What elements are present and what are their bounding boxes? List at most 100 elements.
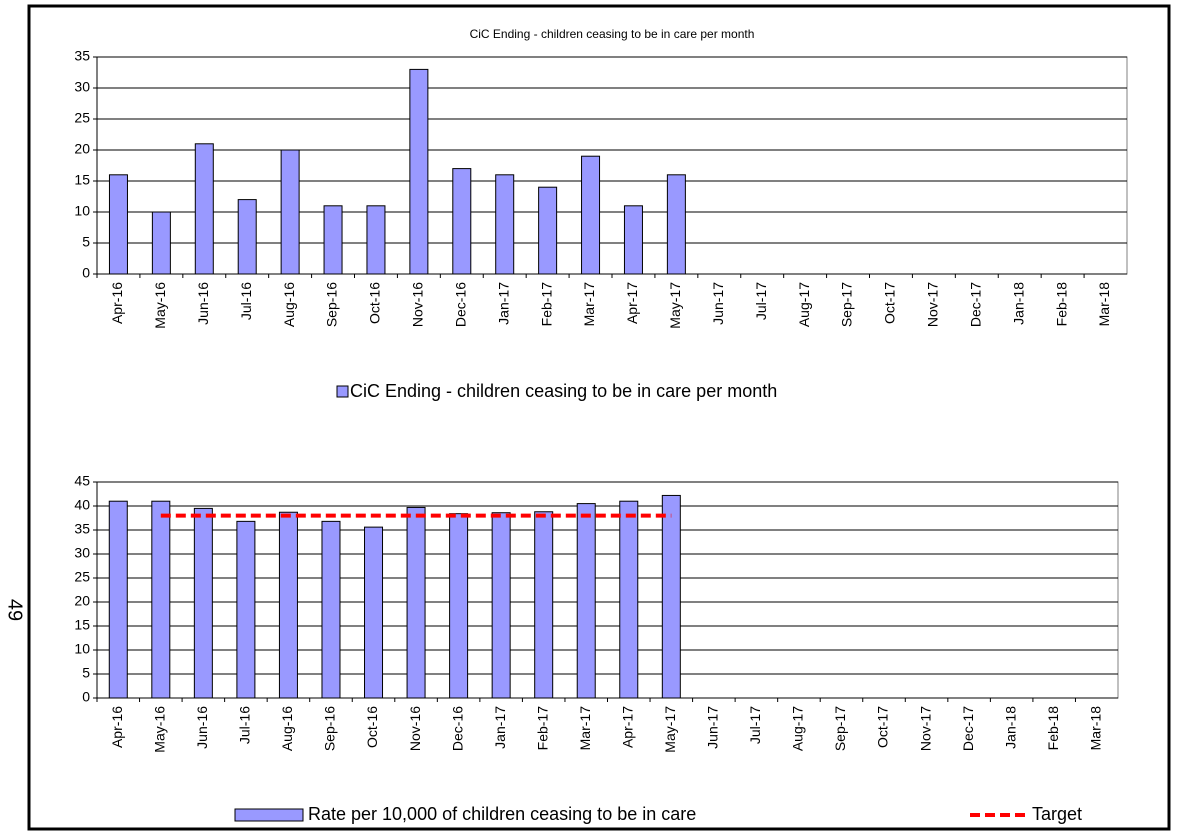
bar	[623, 205, 643, 275]
x-tick-label: Jun-16	[194, 706, 210, 749]
y-tick-label: 20	[74, 593, 90, 609]
x-tick-label: Dec-16	[452, 282, 468, 327]
x-tick-label: Sep-16	[322, 706, 338, 751]
x-tick-label: Oct-17	[882, 282, 898, 324]
bar	[236, 520, 256, 699]
plot-area	[96, 481, 1119, 699]
x-tick-label: Apr-17	[624, 282, 640, 324]
x-tick-label: Jun-17	[710, 282, 726, 325]
y-tick-label: 15	[74, 617, 90, 633]
x-tick-label: Nov-16	[407, 706, 423, 751]
x-tick-label: May-17	[667, 282, 683, 329]
bar	[409, 68, 429, 275]
bar	[576, 503, 596, 699]
x-tick-label: Jan-17	[495, 282, 511, 325]
x-tick-label: Apr-16	[109, 282, 125, 324]
y-tick-label: 30	[74, 545, 90, 561]
y-tick-label: 5	[82, 234, 90, 250]
x-tick-label: Mar-17	[577, 706, 593, 751]
legend-swatch	[234, 808, 304, 822]
y-tick-label: 15	[74, 172, 90, 188]
bar	[280, 149, 300, 275]
bar	[364, 526, 384, 699]
x-tick-label: Aug-16	[279, 706, 295, 751]
legend-label: Target	[1032, 804, 1082, 824]
bar	[406, 506, 426, 699]
plot-area	[96, 56, 1128, 275]
bar	[323, 205, 343, 275]
y-tick-label: 25	[74, 110, 90, 126]
x-tick-label: Oct-16	[367, 282, 383, 324]
y-tick-label: 35	[74, 48, 90, 64]
x-tick-label: Sep-17	[839, 282, 855, 327]
x-tick-label: Jan-17	[492, 706, 508, 749]
bar	[151, 500, 171, 699]
x-tick-label: Nov-16	[410, 282, 426, 327]
x-tick-label: Jan-18	[1010, 282, 1026, 325]
x-tick-label: Feb-18	[1053, 282, 1069, 327]
chart-title: CiC Ending - children ceasing to be in c…	[470, 27, 755, 41]
y-tick-label: 0	[82, 689, 90, 705]
bar	[237, 199, 257, 275]
x-tick-label: Aug-17	[796, 282, 812, 327]
y-tick-label: 10	[74, 641, 90, 657]
x-tick-label: Jul-17	[753, 282, 769, 320]
x-tick-label: Oct-16	[364, 706, 380, 748]
bar	[661, 494, 681, 699]
bar	[538, 186, 558, 275]
bar	[366, 205, 386, 275]
x-tick-label: May-17	[662, 706, 678, 753]
x-tick-label: Sep-16	[324, 282, 340, 327]
x-tick-label: Jun-17	[705, 706, 721, 749]
x-tick-label: Mar-17	[581, 282, 597, 327]
y-tick-label: 10	[74, 203, 90, 219]
y-tick-label: 25	[74, 569, 90, 585]
bar	[108, 500, 128, 699]
x-tick-label: Feb-17	[538, 282, 554, 327]
bar	[321, 520, 341, 699]
x-tick-label: Apr-17	[619, 706, 635, 748]
y-tick-label: 30	[74, 79, 90, 95]
x-tick-label: May-16	[152, 282, 168, 329]
bar	[534, 511, 554, 699]
bar	[581, 155, 601, 275]
y-tick-label: 20	[74, 141, 90, 157]
x-tick-label: Apr-16	[109, 706, 125, 748]
x-tick-label: Jul-16	[238, 282, 254, 320]
legend-label: CiC Ending - children ceasing to be in c…	[350, 381, 777, 401]
y-tick-label: 35	[74, 521, 90, 537]
bar	[194, 143, 214, 275]
x-tick-label: Nov-17	[925, 282, 941, 327]
bar	[491, 512, 511, 699]
x-tick-label: Dec-17	[967, 282, 983, 327]
x-tick-label: Feb-18	[1045, 706, 1061, 751]
x-tick-label: Sep-17	[832, 706, 848, 751]
bar	[278, 511, 298, 699]
bar	[666, 174, 686, 275]
x-tick-label: Feb-17	[534, 706, 550, 751]
y-tick-label: 5	[82, 665, 90, 681]
bar	[452, 168, 472, 275]
x-tick-label: Mar-18	[1087, 706, 1103, 751]
bar	[619, 500, 639, 699]
x-tick-label: Aug-17	[790, 706, 806, 751]
bar	[193, 507, 213, 699]
x-tick-label: Jul-16	[237, 706, 253, 744]
bar	[108, 174, 128, 275]
bar	[151, 211, 171, 275]
x-tick-label: Aug-16	[281, 282, 297, 327]
x-tick-label: Mar-18	[1096, 282, 1112, 327]
x-tick-label: Oct-17	[875, 706, 891, 748]
legend-swatch	[336, 385, 349, 398]
page-number: 49	[4, 599, 26, 621]
y-tick-label: 0	[82, 265, 90, 281]
x-tick-label: Jun-16	[195, 282, 211, 325]
y-tick-label: 40	[74, 497, 90, 513]
legend-label: Rate per 10,000 of children ceasing to b…	[308, 804, 696, 824]
x-tick-label: Nov-17	[917, 706, 933, 751]
x-tick-label: Jul-17	[747, 706, 763, 744]
x-tick-label: May-16	[152, 706, 168, 753]
bar	[449, 513, 469, 699]
x-tick-label: Jan-18	[1002, 706, 1018, 749]
